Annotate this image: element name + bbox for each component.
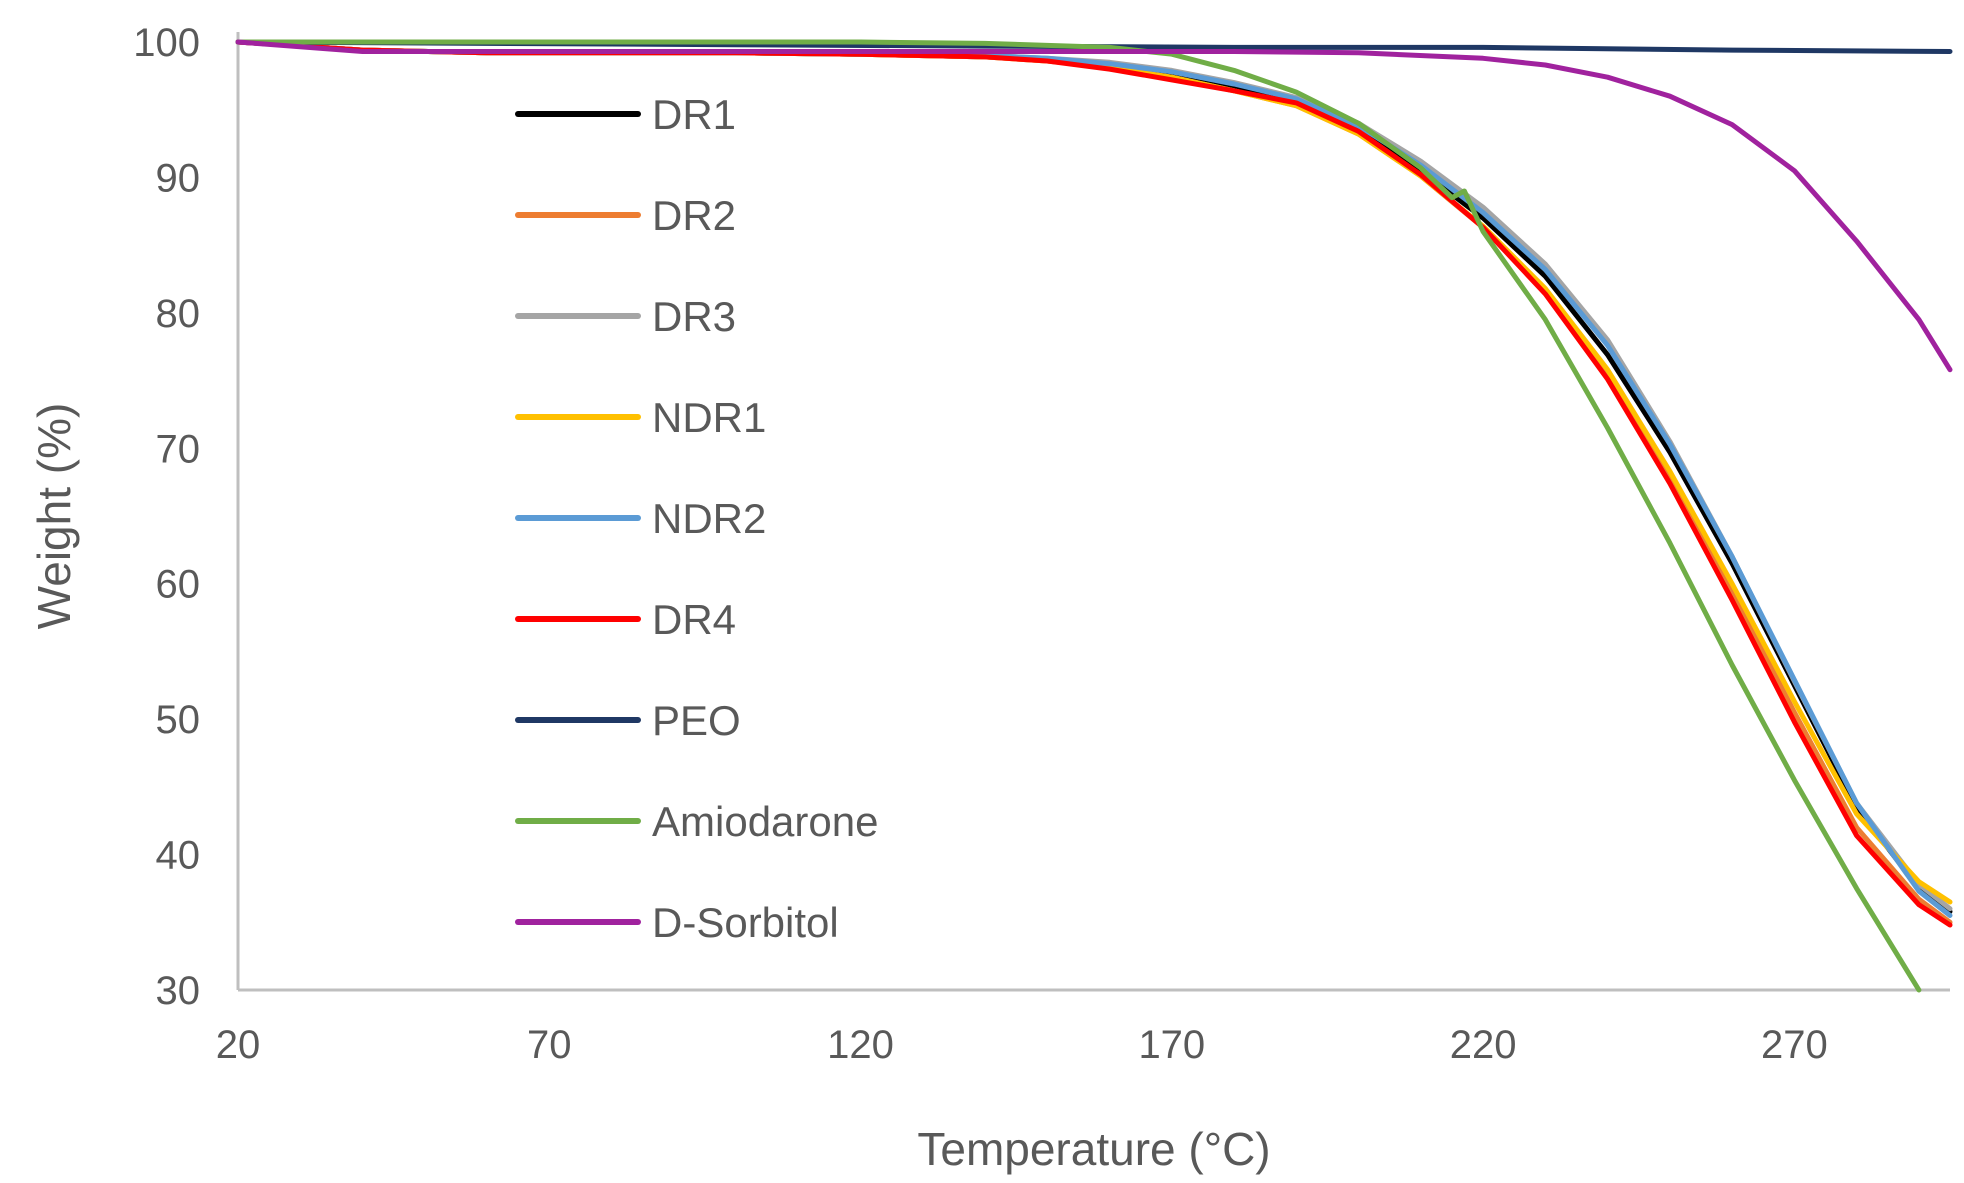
y-tick-label: 40	[156, 834, 201, 878]
plot-area	[235, 39, 1953, 993]
series-line-dr3	[235, 39, 1953, 912]
x-tick-label: 220	[1450, 1023, 1517, 1067]
series-line-d-sorbitol	[235, 39, 1953, 373]
tick-labels: 30 40 50 60 70 80 90 100 20 70 120 170 220 270	[133, 21, 1827, 1067]
legend-label: DR2	[652, 192, 736, 239]
y-tick-label: 70	[156, 427, 201, 471]
legend-label: DR4	[652, 596, 736, 643]
y-tick-label: 100	[133, 21, 200, 65]
legend-label: D-Sorbitol	[652, 899, 839, 946]
axes	[236, 32, 1950, 992]
x-tick-label: 270	[1761, 1023, 1828, 1067]
series-line-amiodarone	[235, 39, 1922, 993]
series-line-ndr1	[235, 39, 1953, 905]
legend-label: NDR2	[652, 495, 766, 542]
legend-label: PEO	[652, 697, 741, 744]
y-tick-label: 30	[156, 969, 201, 1013]
y-tick-label: 60	[156, 563, 201, 607]
legend-label: Amiodarone	[652, 798, 878, 845]
y-tick-label: 90	[156, 156, 201, 200]
x-tick-label: 20	[216, 1023, 261, 1067]
x-tick-label: 170	[1138, 1023, 1205, 1067]
legend: DR1 DR2 DR3 NDR1 NDR2 DR4 PEO Amiodarone D-Sorbi…	[515, 91, 878, 946]
legend-label: NDR1	[652, 394, 766, 441]
y-tick-label: 50	[156, 698, 201, 742]
legend-label: DR3	[652, 293, 736, 340]
x-tick-label: 120	[827, 1023, 894, 1067]
x-tick-label: 70	[527, 1023, 572, 1067]
y-tick-label: 80	[156, 292, 201, 336]
legend-label: DR1	[652, 91, 736, 138]
series-line-ndr2	[235, 39, 1953, 918]
y-axis-title: Weight (%)	[28, 403, 80, 630]
x-axis-title: Temperature (°C)	[917, 1123, 1270, 1175]
series-line-dr1	[235, 39, 1953, 914]
